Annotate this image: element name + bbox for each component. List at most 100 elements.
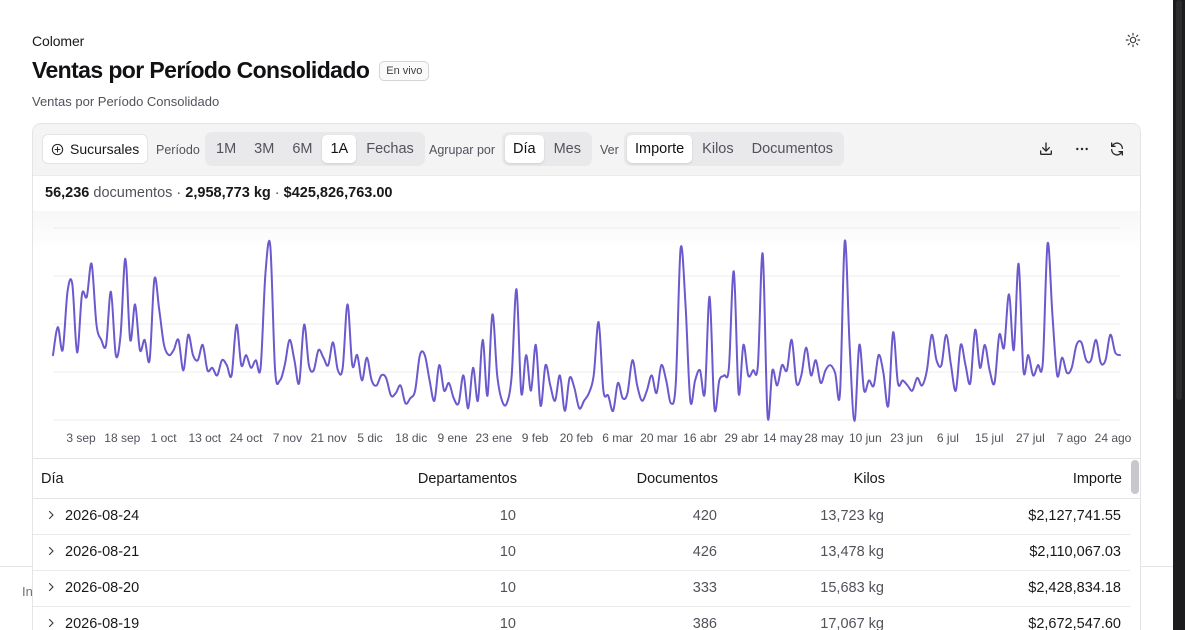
summary-documents-word: documentos xyxy=(93,185,173,201)
x-tick-label: 6 mar xyxy=(602,431,633,445)
x-tick-label: 9 feb xyxy=(522,431,549,445)
header-amount[interactable]: Importe xyxy=(1072,471,1122,487)
x-tick-label: 6 jul xyxy=(937,431,959,445)
cell-day: 2026-08-19 xyxy=(65,616,140,630)
summary-kilos: 2,958,773 kg xyxy=(185,185,271,201)
x-tick-label: 21 nov xyxy=(311,431,347,445)
chart-area: 3 sep 18 sep 1 oct 13 oct 24 oct 7 nov 21 nov 5… xyxy=(33,211,1140,458)
title-row: Ventas por Período Consolidado En vivo xyxy=(32,57,430,84)
view-kilos[interactable]: Kilos xyxy=(702,141,734,157)
cell-documents: 426 xyxy=(692,544,717,560)
cell-kilos: 17,067 kg xyxy=(820,616,884,630)
chevron-right-icon[interactable] xyxy=(45,617,57,629)
group-segmented-control: Día Mes xyxy=(502,132,592,166)
x-tick-label: 16 abr xyxy=(683,431,717,445)
x-tick-label: 13 oct xyxy=(188,431,221,445)
refresh-icon xyxy=(1111,142,1123,156)
x-axis-ticks: 3 sep 18 sep 1 oct 13 oct 24 oct 7 nov 21 nov 5… xyxy=(66,431,1131,445)
x-tick-label: 18 dic xyxy=(395,431,427,445)
toolbar: Sucursales Período 1M 3M 6M 1A Fechas Ag… xyxy=(33,124,1140,176)
x-tick-label: 9 ene xyxy=(437,431,467,445)
cell-documents: 420 xyxy=(692,508,717,524)
live-badge: En vivo xyxy=(379,60,430,81)
x-tick-label: 20 feb xyxy=(560,431,594,445)
header-departments[interactable]: Departamentos xyxy=(417,471,517,487)
x-tick-label: 5 dic xyxy=(357,431,382,445)
sun-icon xyxy=(1125,32,1141,48)
cell-day: 2026-08-20 xyxy=(65,580,140,596)
x-tick-label: 27 jul xyxy=(1016,431,1045,445)
group-by-label: Agrupar por xyxy=(429,143,496,157)
period-1m[interactable]: 1M xyxy=(216,141,237,157)
chevron-right-icon[interactable] xyxy=(45,545,57,557)
period-segmented-control: 1M 3M 6M 1A Fechas xyxy=(205,132,425,166)
cell-departments: 10 xyxy=(499,508,516,524)
cell-day: 2026-08-24 xyxy=(65,508,140,524)
table-header: Día Departamentos Documentos Kilos Impor… xyxy=(33,458,1140,499)
cell-amount: $2,110,067.03 xyxy=(1029,544,1121,560)
chevron-right-icon[interactable] xyxy=(45,509,57,521)
cell-departments: 10 xyxy=(499,580,516,596)
plus-circle-icon xyxy=(51,143,64,155)
table-row[interactable]: 2026-08-19 10 386 17,067 kg $2,672,547.6… xyxy=(33,607,1130,630)
x-tick-label: 1 oct xyxy=(151,431,178,445)
cell-amount: $2,428,834.18 xyxy=(1028,580,1121,596)
x-tick-label: 24 oct xyxy=(230,431,263,445)
more-options-button[interactable] xyxy=(1071,138,1093,160)
summary-separator: · xyxy=(270,185,284,201)
x-tick-label: 23 ene xyxy=(475,431,512,445)
cell-day: 2026-08-21 xyxy=(65,544,140,560)
branches-label: Sucursales xyxy=(70,141,140,157)
view-documentos[interactable]: Documentos xyxy=(751,141,834,157)
summary-separator: · xyxy=(172,185,186,201)
refresh-button[interactable] xyxy=(1106,138,1128,160)
header-documents[interactable]: Documentos xyxy=(636,471,718,487)
branches-button[interactable]: Sucursales xyxy=(42,134,149,164)
period-3m[interactable]: 3M xyxy=(254,141,275,157)
x-tick-label: 18 sep xyxy=(104,431,140,445)
group-mes[interactable]: Mes xyxy=(553,141,581,157)
table-row[interactable]: 2026-08-20 10 333 15,683 kg $2,428,834.1… xyxy=(33,571,1130,607)
cell-amount: $2,127,741.55 xyxy=(1028,508,1121,524)
theme-toggle-button[interactable] xyxy=(1123,30,1143,50)
cell-kilos: 13,478 kg xyxy=(820,544,884,560)
x-tick-label: 15 jul xyxy=(975,431,1004,445)
download-button[interactable] xyxy=(1035,138,1057,160)
header-kilos[interactable]: Kilos xyxy=(853,471,885,487)
x-tick-label: 23 jun xyxy=(890,431,923,445)
more-horizontal-icon xyxy=(1076,147,1088,151)
view-segmented-control: Importe Kilos Documentos xyxy=(624,132,845,166)
table-row[interactable]: 2026-08-21 10 426 13,478 kg $2,110,067.0… xyxy=(33,535,1130,571)
company-name: Colomer xyxy=(32,33,85,49)
table-scrollbar-thumb[interactable] xyxy=(1131,460,1139,494)
series-line xyxy=(52,239,1121,422)
period-1a[interactable]: 1A xyxy=(322,135,357,163)
x-tick-label: 24 ago xyxy=(1095,431,1132,445)
cell-departments: 10 xyxy=(499,616,516,630)
cell-documents: 333 xyxy=(692,580,717,596)
chart-background xyxy=(33,211,1140,458)
x-tick-label: 20 mar xyxy=(640,431,677,445)
view-importe[interactable]: Importe xyxy=(627,135,693,163)
group-dia[interactable]: Día xyxy=(505,135,544,163)
x-tick-label: 14 may xyxy=(763,431,802,445)
summary-documents-count: 56,236 xyxy=(45,185,90,201)
period-fechas[interactable]: Fechas xyxy=(366,141,414,157)
cell-kilos: 13,723 kg xyxy=(820,508,884,524)
cell-kilos: 15,683 kg xyxy=(820,580,884,596)
x-tick-label: 28 may xyxy=(804,431,843,445)
x-tick-label: 10 jun xyxy=(849,431,882,445)
chevron-right-icon[interactable] xyxy=(45,581,57,593)
window-scrollbar[interactable] xyxy=(1173,0,1185,630)
summary-line: 56,236 documentos · 2,958,773 kg · $425,… xyxy=(45,185,393,201)
background-partial-text: In xyxy=(22,584,33,599)
header-day[interactable]: Día xyxy=(41,471,64,487)
period-6m[interactable]: 6M xyxy=(292,141,313,157)
x-tick-label: 7 nov xyxy=(273,431,302,445)
x-tick-label: 7 ago xyxy=(1057,431,1087,445)
table-row[interactable]: 2026-08-24 10 420 13,723 kg $2,127,741.5… xyxy=(33,499,1130,535)
cell-departments: 10 xyxy=(499,544,516,560)
chart-grid xyxy=(53,227,1120,421)
x-tick-label: 3 sep xyxy=(66,431,96,445)
window-scrollbar-thumb[interactable] xyxy=(1176,0,1182,400)
